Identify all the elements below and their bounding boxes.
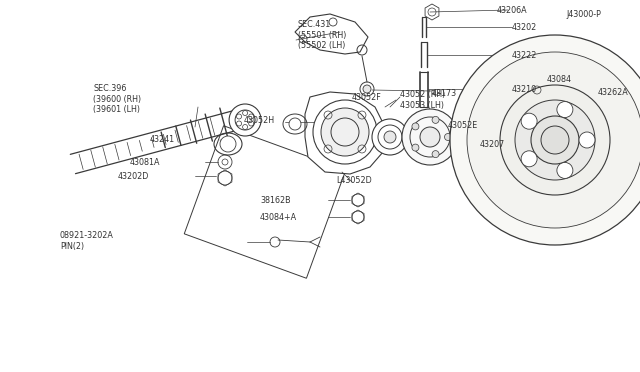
- Circle shape: [412, 144, 419, 151]
- Text: 43084: 43084: [547, 74, 572, 83]
- Circle shape: [222, 159, 228, 165]
- Text: 43202D: 43202D: [118, 171, 149, 180]
- Polygon shape: [531, 83, 543, 97]
- Circle shape: [541, 126, 569, 154]
- Circle shape: [321, 108, 369, 156]
- Circle shape: [557, 102, 573, 118]
- Circle shape: [445, 134, 451, 141]
- Text: 08921-3202A
PIN(2): 08921-3202A PIN(2): [60, 231, 114, 251]
- Circle shape: [420, 127, 440, 147]
- Text: L43052D: L43052D: [336, 176, 372, 185]
- Text: 43262A: 43262A: [598, 87, 628, 96]
- Text: 43241: 43241: [150, 135, 175, 144]
- Circle shape: [363, 85, 371, 93]
- Polygon shape: [352, 193, 364, 207]
- Circle shape: [412, 123, 419, 130]
- Circle shape: [402, 109, 458, 165]
- Text: 38162B: 38162B: [260, 196, 291, 205]
- Circle shape: [313, 100, 377, 164]
- Circle shape: [372, 119, 408, 155]
- Text: 43207: 43207: [480, 140, 505, 148]
- Polygon shape: [305, 92, 385, 174]
- Circle shape: [521, 113, 537, 129]
- Circle shape: [229, 104, 261, 136]
- Circle shape: [515, 100, 595, 180]
- Polygon shape: [425, 4, 439, 20]
- Circle shape: [521, 151, 537, 167]
- Text: 43206A: 43206A: [497, 6, 527, 15]
- Polygon shape: [295, 14, 368, 54]
- Circle shape: [500, 85, 610, 195]
- Text: 43202: 43202: [512, 22, 537, 32]
- Circle shape: [289, 118, 301, 130]
- Text: 43222: 43222: [512, 51, 538, 60]
- Text: 43173: 43173: [432, 89, 457, 97]
- Text: 43084+A: 43084+A: [260, 212, 297, 221]
- Text: 43052E: 43052E: [448, 121, 478, 129]
- Text: 43052 (RH)
43053 (LH): 43052 (RH) 43053 (LH): [400, 90, 445, 110]
- Circle shape: [557, 163, 573, 179]
- Circle shape: [579, 132, 595, 148]
- Circle shape: [384, 131, 396, 143]
- Circle shape: [432, 116, 439, 124]
- Polygon shape: [218, 170, 232, 186]
- Text: SEC.431
(55501 (RH)
(55502 (LH): SEC.431 (55501 (RH) (55502 (LH): [298, 20, 346, 50]
- Circle shape: [450, 35, 640, 245]
- Text: J43000-P: J43000-P: [566, 10, 601, 19]
- Circle shape: [432, 151, 439, 158]
- Text: SEC.396
(39600 (RH)
(39601 (LH): SEC.396 (39600 (RH) (39601 (LH): [93, 84, 141, 114]
- Polygon shape: [352, 210, 364, 224]
- Text: 43052H: 43052H: [244, 115, 275, 125]
- Circle shape: [467, 52, 640, 228]
- Circle shape: [531, 116, 579, 164]
- Text: 43052F: 43052F: [352, 93, 381, 102]
- Text: 43081A: 43081A: [130, 157, 161, 167]
- Text: 43210: 43210: [512, 84, 537, 93]
- Circle shape: [220, 136, 236, 152]
